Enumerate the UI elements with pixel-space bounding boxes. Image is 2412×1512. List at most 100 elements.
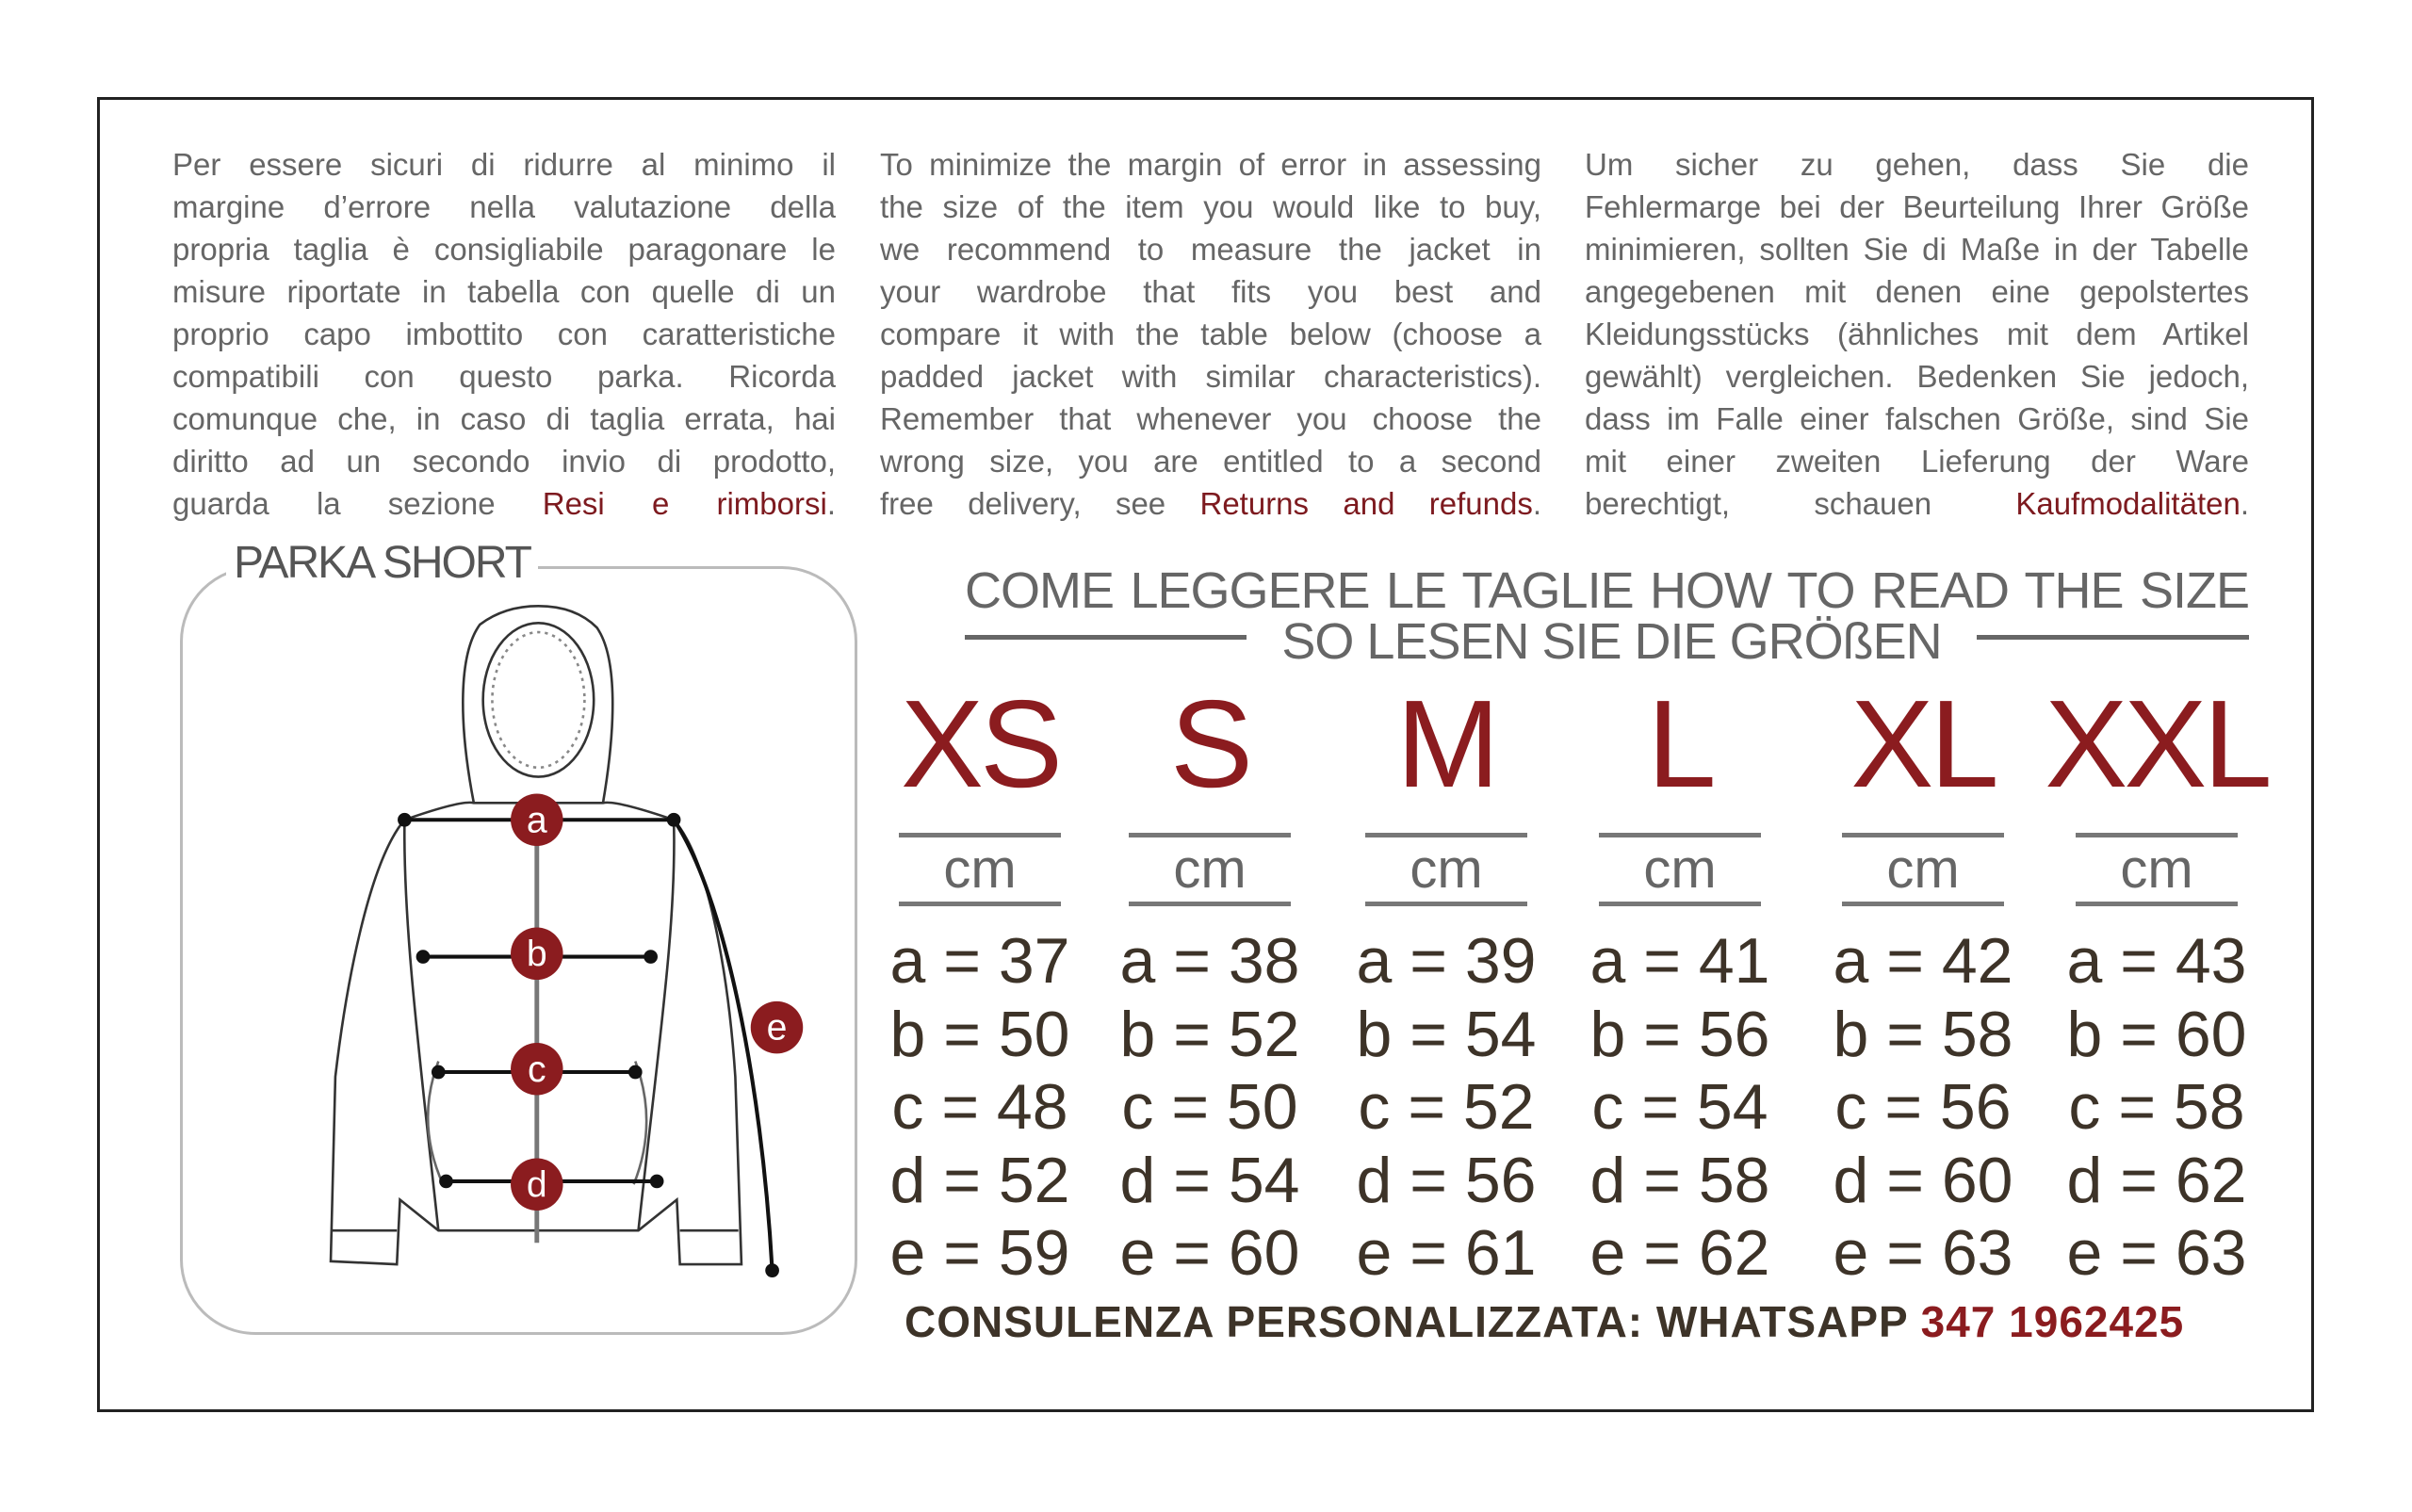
size-label: M [1396, 675, 1500, 813]
paragraph-line: proprio capo imbottito con caratteristic… [172, 317, 836, 351]
footer-label: CONSULENZA PERSONALIZZATA: WHATSAPP [904, 1297, 1921, 1346]
measurements: a = 42 b = 58 c = 56 d = 60 e = 63 [1801, 925, 2045, 1291]
measurement-value: b = 60 [2066, 998, 2247, 1070]
measurement-value: d = 54 [1119, 1144, 1300, 1216]
paragraph-text: . [826, 486, 836, 521]
paragraph-line: mit einer zweiten Lieferung der Ware [1585, 444, 2249, 479]
unit-label: cm [1842, 833, 2004, 906]
unit-label: cm [1129, 833, 1291, 906]
size-label: L [1647, 675, 1716, 813]
measurement-value: e = 63 [1833, 1217, 2013, 1289]
measurement-value: b = 50 [889, 998, 1070, 1070]
measurement-value: a = 43 [2066, 925, 2247, 997]
measurement-value: e = 62 [1589, 1217, 1770, 1289]
measurement-value: a = 41 [1589, 925, 1770, 997]
measurement-value: c = 56 [1834, 1071, 2012, 1143]
paragraph-line: propria taglia è consigliabile paragonar… [172, 232, 836, 267]
measurement-value: d = 60 [1833, 1144, 2013, 1216]
paragraph-line: minimieren, sollten Sie di Maße in der T… [1585, 232, 2249, 267]
size-guide-frame [97, 97, 2314, 1412]
size-label: XS [900, 675, 1063, 813]
unit-label: cm [899, 833, 1061, 906]
paragraph-line: free delivery, see Returns and refunds. [880, 482, 1541, 525]
measurement-value: b = 58 [1833, 998, 2013, 1070]
paragraph-line: guarda la sezione Resi e rimborsi. [172, 482, 836, 525]
paragraph-line: the size of the item you would like to b… [880, 189, 1541, 224]
paragraph-line: Fehlermarge bei der Beurteilung Ihrer Gr… [1585, 189, 2249, 224]
intro-italian: Per essere sicuri di ridurre al minimo i… [172, 143, 836, 525]
paragraph-line: wrong size, you are entitled to a second [880, 444, 1541, 479]
paragraph-line: gewählt) vergleichen. Bedenken Sie jedoc… [1585, 359, 2249, 394]
paragraph-line: compare it with the table below (choose … [880, 317, 1541, 351]
returns-link[interactable]: Returns and refunds [1199, 486, 1533, 521]
paragraph-line: Remember that whenever you choose the [880, 401, 1541, 436]
measurements: a = 41 b = 56 c = 54 d = 58 e = 62 [1557, 925, 1802, 1291]
unit-label: cm [2076, 833, 2238, 906]
paragraph-line: comunque che, in caso di taglia errata, … [172, 401, 836, 436]
intro-english: To minimize the margin of error in asses… [880, 143, 1541, 525]
measurement-value: e = 63 [2066, 1217, 2247, 1289]
paragraph-line: dass im Falle einer falschen Größe, sind… [1585, 401, 2249, 436]
paragraph-line: Per essere sicuri di ridurre al minimo i… [172, 147, 836, 182]
size-column-xs: XS cm a = 37 b = 50 c = 48 d = 52 e = 59 [857, 678, 1102, 1291]
paragraph-text: . [2240, 486, 2249, 521]
measurement-value: c = 48 [891, 1071, 1068, 1143]
size-label: XXL [2045, 675, 2273, 813]
paragraph-line: your wardrobe that fits you best and [880, 274, 1541, 309]
measurement-value: c = 50 [1121, 1071, 1298, 1143]
measurement-value: b = 56 [1589, 998, 1770, 1070]
paragraph-line: margine d’errore nella valutazione della [172, 189, 836, 224]
measurements: a = 43 b = 60 c = 58 d = 62 e = 63 [2034, 925, 2279, 1291]
whatsapp-consultation: CONSULENZA PERSONALIZZATA: WHATSAPP 347 … [904, 1296, 2249, 1347]
paragraph-text: guarda la sezione [172, 486, 543, 521]
paragraph-line: padded jacket with similar characteristi… [880, 359, 1541, 394]
intro-german: Um sicher zu gehen, dass Sie die Fehlerma… [1585, 143, 2249, 525]
unit-label: cm [1599, 833, 1761, 906]
paragraph-text: free delivery, see [880, 486, 1200, 521]
paragraph-line: we recommend to measure the jacket in [880, 232, 1541, 267]
unit-label: cm [1365, 833, 1527, 906]
jacket-diagram-panel [180, 566, 857, 1335]
measurement-value: e = 59 [889, 1217, 1070, 1289]
measurement-value: c = 54 [1591, 1071, 1768, 1143]
heading-line-1: COME LEGGERE LE TAGLIE HOW TO READ THE S… [965, 562, 2250, 619]
returns-link[interactable]: Kaufmodalitäten [2015, 486, 2241, 521]
measurement-value: a = 38 [1119, 925, 1300, 997]
measurement-value: d = 52 [889, 1144, 1070, 1216]
measurements: a = 39 b = 54 c = 52 d = 56 e = 61 [1324, 925, 1569, 1291]
measurement-value: c = 58 [2068, 1071, 2245, 1143]
heading-line-2: SO LESEN SIE DIE GRÖßEN [1281, 613, 1942, 670]
size-label: XL [1850, 675, 1998, 813]
measurement-value: b = 54 [1356, 998, 1537, 1070]
heading-rule-left [965, 635, 1247, 640]
size-column-xxl: XXL cm a = 43 b = 60 c = 58 d = 62 e = 63 [2034, 678, 2279, 1291]
measurement-value: d = 62 [2066, 1144, 2247, 1216]
paragraph-line: Um sicher zu gehen, dass Sie die [1585, 147, 2249, 182]
measurement-value: d = 56 [1356, 1144, 1537, 1216]
measurement-value: d = 58 [1589, 1144, 1770, 1216]
panel-title: PARKA SHORT [226, 537, 538, 589]
paragraph-line: To minimize the margin of error in asses… [880, 147, 1541, 182]
measurement-value: e = 61 [1356, 1217, 1537, 1289]
paragraph-line: angegebenen mit denen eine gepolstertes [1585, 274, 2249, 309]
paragraph-line: compatibili con questo parka. Ricorda [172, 359, 836, 394]
paragraph-text: berechtigt, schauen [1585, 486, 2016, 521]
paragraph-line: Kleidungsstücks (ähnliches mit dem Artik… [1585, 317, 2249, 351]
paragraph-line: misure riportate in tabella con quelle d… [172, 274, 836, 309]
measurement-value: a = 42 [1833, 925, 2013, 997]
measurements: a = 37 b = 50 c = 48 d = 52 e = 59 [857, 925, 1102, 1291]
paragraph-line: berechtigt, schauen Kaufmodalitäten. [1585, 482, 2249, 525]
measurement-value: c = 52 [1358, 1071, 1535, 1143]
size-label: S [1169, 675, 1253, 813]
measurement-value: a = 37 [889, 925, 1070, 997]
measurement-value: e = 60 [1119, 1217, 1300, 1289]
size-column-xl: XL cm a = 42 b = 58 c = 56 d = 60 e = 63 [1801, 678, 2045, 1291]
heading-rule-right [1977, 635, 2249, 640]
measurement-value: b = 52 [1119, 998, 1300, 1070]
whatsapp-number[interactable]: 347 1962425 [1920, 1297, 2185, 1346]
paragraph-line: diritto ad un secondo invio di prodotto, [172, 444, 836, 479]
returns-link[interactable]: Resi e rimborsi [542, 486, 827, 521]
